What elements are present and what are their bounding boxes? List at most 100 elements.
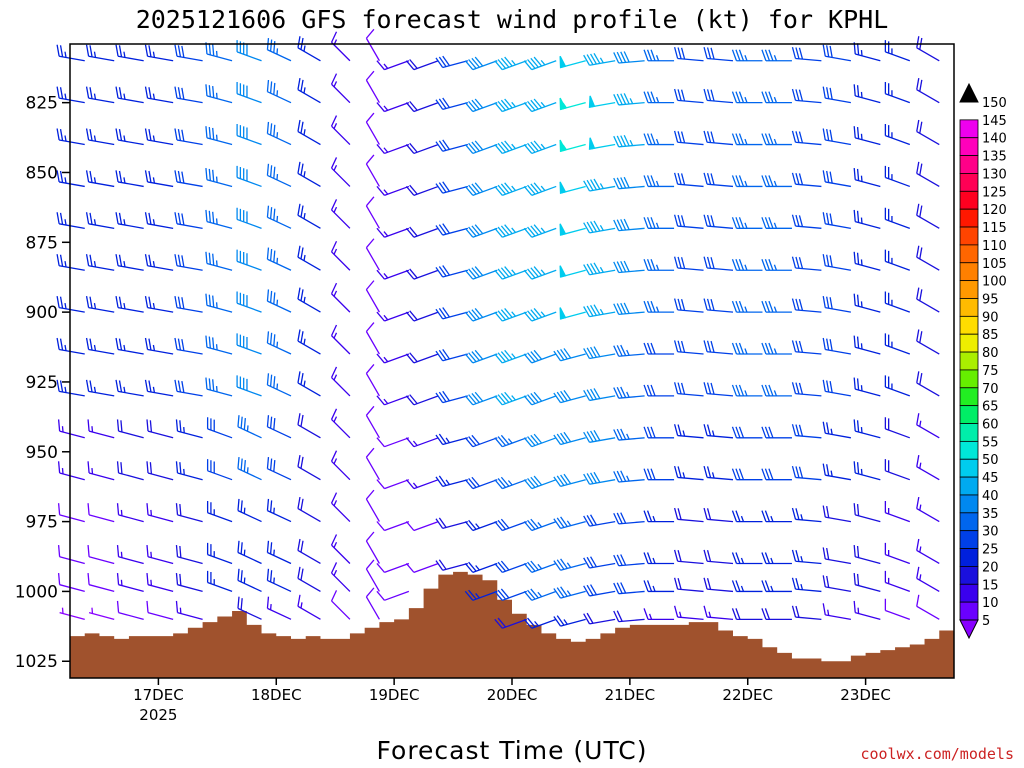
barb-full bbox=[212, 337, 215, 350]
barb-half bbox=[534, 620, 539, 627]
wind-barb bbox=[376, 479, 410, 490]
barb-staff bbox=[502, 311, 527, 322]
barb-staff bbox=[267, 49, 292, 62]
barb-full bbox=[616, 135, 623, 147]
barb-staff bbox=[855, 346, 881, 355]
colorbar-bottom-arrow bbox=[959, 619, 979, 640]
barb-full bbox=[236, 123, 238, 136]
wind-barb bbox=[559, 223, 586, 236]
barb-staff bbox=[365, 456, 380, 481]
barb-half bbox=[64, 386, 67, 393]
wind-barb bbox=[916, 413, 940, 439]
wind-barb bbox=[236, 165, 262, 188]
barb-full bbox=[583, 613, 591, 625]
barb-full bbox=[735, 426, 741, 439]
barb-full bbox=[205, 335, 208, 348]
wind-barb bbox=[791, 507, 822, 523]
barb-full bbox=[791, 47, 797, 59]
barb-full bbox=[269, 542, 273, 555]
barb-full bbox=[468, 519, 477, 530]
credit-text[interactable]: coolwx.com/models bbox=[860, 745, 1014, 763]
wind-barb bbox=[116, 461, 144, 481]
barb-staff bbox=[825, 55, 851, 62]
barb-full bbox=[266, 568, 270, 581]
barb-full bbox=[497, 142, 507, 153]
wind-barb bbox=[144, 212, 174, 229]
barb-staff bbox=[442, 562, 468, 571]
barb-full bbox=[115, 295, 119, 308]
barb-full bbox=[593, 178, 601, 190]
barb-full bbox=[643, 552, 649, 564]
barb-full bbox=[798, 215, 804, 227]
barb-staff bbox=[916, 130, 940, 146]
barb-staff bbox=[236, 218, 262, 229]
barb-staff bbox=[472, 269, 498, 280]
barb-full bbox=[616, 303, 623, 315]
barb-full bbox=[330, 157, 338, 169]
barb-full bbox=[240, 416, 243, 429]
barb-full bbox=[181, 380, 185, 393]
barb-full bbox=[856, 545, 860, 558]
barb-staff bbox=[618, 60, 645, 64]
wind-barb bbox=[144, 86, 174, 104]
wind-barb bbox=[365, 112, 380, 145]
barb-staff bbox=[472, 311, 498, 322]
barb-full bbox=[916, 566, 920, 579]
barb-half bbox=[682, 472, 686, 479]
barb-staff bbox=[855, 556, 881, 565]
wind-barb bbox=[613, 218, 645, 232]
barb-staff bbox=[237, 551, 262, 565]
barb-full bbox=[409, 310, 418, 321]
barb-staff bbox=[885, 218, 911, 229]
barb-full bbox=[57, 572, 61, 585]
wind-barb bbox=[297, 329, 321, 355]
wind-barb bbox=[464, 434, 498, 448]
barb-full bbox=[177, 254, 182, 267]
barb-full bbox=[791, 88, 797, 101]
barb-full bbox=[616, 582, 623, 594]
barb-half bbox=[303, 45, 306, 52]
wind-barb bbox=[376, 562, 410, 573]
barb-staff bbox=[88, 556, 115, 565]
wind-barb bbox=[435, 223, 468, 236]
barb-half bbox=[243, 507, 246, 514]
barb-full bbox=[795, 298, 800, 311]
barb-staff bbox=[147, 265, 174, 271]
wind-barb bbox=[884, 82, 911, 104]
barb-full bbox=[208, 127, 211, 139]
colorbar-swatch bbox=[959, 476, 979, 496]
barb-staff bbox=[677, 518, 704, 523]
barb-full bbox=[500, 57, 510, 68]
barb-full bbox=[177, 380, 182, 393]
barb-full bbox=[673, 256, 679, 269]
colorbar-swatch bbox=[959, 298, 979, 317]
barb-full bbox=[468, 226, 477, 237]
barb-full bbox=[438, 266, 447, 277]
wind-barb bbox=[884, 459, 911, 481]
wind-barb bbox=[553, 615, 586, 627]
wind-barb bbox=[791, 47, 822, 62]
colorbar-label: 115 bbox=[982, 221, 1007, 236]
barb-full bbox=[888, 167, 890, 179]
barb-full bbox=[523, 437, 533, 448]
barb-full bbox=[146, 572, 149, 585]
barb-staff bbox=[88, 306, 115, 313]
barb-full bbox=[710, 89, 715, 102]
barb-full bbox=[376, 353, 385, 364]
barb-half bbox=[511, 353, 516, 359]
wind-barb bbox=[703, 605, 734, 620]
barb-full bbox=[205, 293, 208, 306]
barb-half bbox=[333, 569, 338, 576]
barb-full bbox=[795, 214, 800, 227]
x-axis-label: Forecast Time (UTC) bbox=[377, 736, 648, 765]
barb-full bbox=[435, 57, 444, 68]
barb-full bbox=[643, 510, 649, 522]
barb-full bbox=[435, 518, 444, 529]
barb-full bbox=[523, 102, 533, 112]
wind-barb bbox=[206, 459, 233, 481]
barb-full bbox=[764, 259, 771, 271]
barb-staff bbox=[267, 216, 292, 229]
wind-barb bbox=[464, 224, 498, 238]
barb-staff bbox=[442, 227, 468, 236]
wind-barb bbox=[523, 140, 557, 155]
